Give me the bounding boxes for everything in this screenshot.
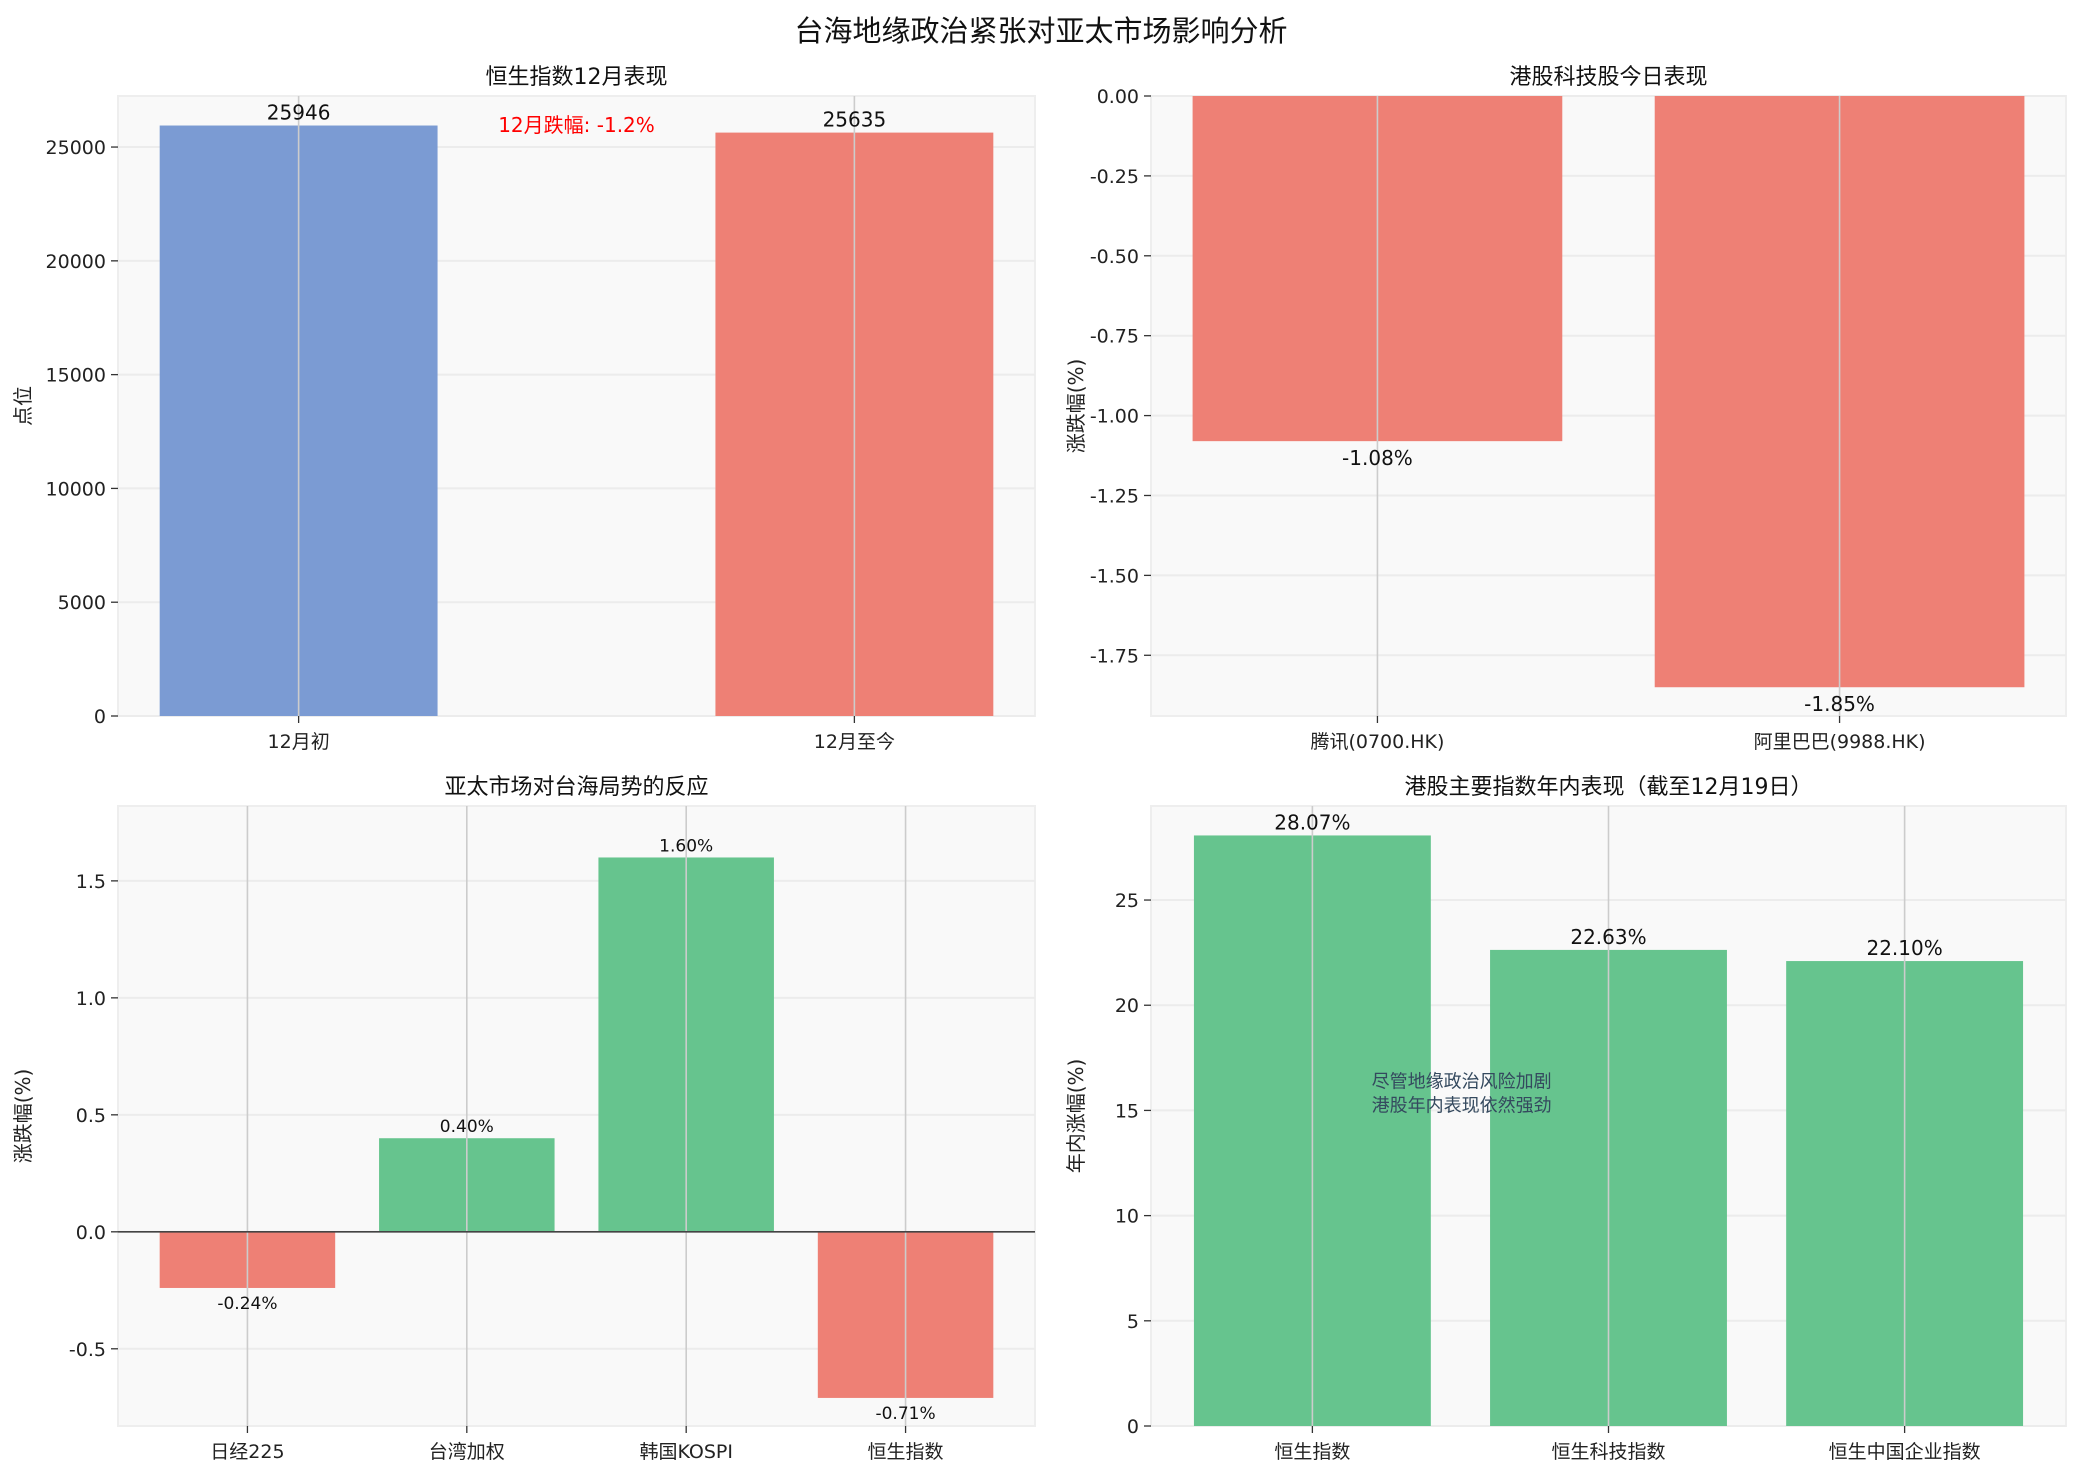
x-tick-label: 腾讯(0700.HK) <box>1310 731 1444 753</box>
bar-value-label: 25946 <box>267 101 331 125</box>
y-tick-label: 25000 <box>46 137 106 159</box>
x-tick-label: 日经225 <box>210 1441 284 1463</box>
y-tick-label: -0.50 <box>1090 246 1139 268</box>
x-tick-label: 恒生科技指数 <box>1551 1441 1665 1463</box>
y-axis-label: 涨跌幅(%) <box>1064 359 1088 454</box>
annotation-line: 尽管地缘政治风险加剧 <box>1372 1071 1552 1092</box>
bar-value-label: -1.08% <box>1342 446 1413 470</box>
y-tick-label: -0.5 <box>69 1339 106 1361</box>
annotation: 12月跌幅: -1.2% <box>498 113 655 137</box>
y-tick-label: 1.5 <box>76 871 106 893</box>
annotation-line: 港股年内表现依然强劲 <box>1372 1095 1552 1116</box>
x-tick-label: 台湾加权 <box>429 1441 505 1463</box>
bar-value-label: -0.71% <box>875 1404 935 1424</box>
chart-title: 恒生指数12月表现 <box>486 65 668 90</box>
figure-title: 台海地缘政治紧张对亚太市场影响分析 <box>794 14 1288 48</box>
y-axis-label: 涨跌幅(%) <box>11 1069 35 1164</box>
y-tick-label: -1.25 <box>1090 485 1139 507</box>
x-tick-label: 恒生指数 <box>868 1441 944 1463</box>
x-tick-label: 恒生指数 <box>1274 1441 1350 1463</box>
bar-value-label: 0.40% <box>440 1117 494 1137</box>
x-tick-label: 12月至今 <box>814 731 895 753</box>
x-tick-label: 阿里巴巴(9988.HK) <box>1754 731 1926 753</box>
y-tick-label: 15 <box>1115 1100 1139 1122</box>
y-tick-label: -0.75 <box>1090 326 1139 348</box>
y-tick-label: 20000 <box>46 251 106 273</box>
y-tick-label: -1.50 <box>1090 565 1139 587</box>
y-tick-label: 0 <box>1127 1416 1139 1438</box>
chart-title: 港股主要指数年内表现（截至12月19日） <box>1405 775 1813 800</box>
y-tick-label: -0.25 <box>1090 166 1139 188</box>
y-tick-label: 15000 <box>46 365 106 387</box>
x-tick-label: 韩国KOSPI <box>639 1441 733 1463</box>
y-tick-label: 25 <box>1115 890 1139 912</box>
y-tick-label: 1.0 <box>76 988 106 1010</box>
y-tick-label: 20 <box>1115 995 1139 1017</box>
y-tick-label: 5000 <box>58 592 106 614</box>
chart-title: 港股科技股今日表现 <box>1509 65 1707 90</box>
x-tick-label: 12月初 <box>268 731 330 753</box>
bar-value-label: -1.85% <box>1804 692 1875 716</box>
y-tick-label: -1.00 <box>1090 406 1139 428</box>
y-tick-label: 5 <box>1127 1311 1139 1333</box>
y-tick-label: 0 <box>94 706 106 728</box>
bar-value-label: 28.07% <box>1274 810 1350 834</box>
bar-value-label: -0.24% <box>217 1294 277 1314</box>
y-tick-label: 10000 <box>46 478 106 500</box>
y-axis-label: 年内涨幅(%) <box>1064 1059 1088 1174</box>
bar-value-label: 22.10% <box>1866 936 1942 960</box>
y-tick-label: 10 <box>1115 1206 1139 1228</box>
chart-panel-4: 港股主要指数年内表现（截至12月19日） 年内涨幅(%) 0 5 10 15 20 25 恒生指… <box>1064 775 2067 1463</box>
y-tick-label: 0.5 <box>76 1105 106 1127</box>
y-tick-label: -1.75 <box>1090 645 1139 667</box>
chart-title: 亚太市场对台海局势的反应 <box>444 775 708 800</box>
x-tick-label: 恒生中国企业指数 <box>1829 1441 1981 1463</box>
y-tick-label: 0.00 <box>1097 86 1139 108</box>
bar-value-label: 1.60% <box>659 836 713 856</box>
bar-value-label: 25635 <box>823 108 887 132</box>
y-axis-label: 点位 <box>11 386 35 426</box>
y-tick-label: 0.0 <box>76 1222 106 1244</box>
bar-value-label: 22.63% <box>1570 925 1646 949</box>
